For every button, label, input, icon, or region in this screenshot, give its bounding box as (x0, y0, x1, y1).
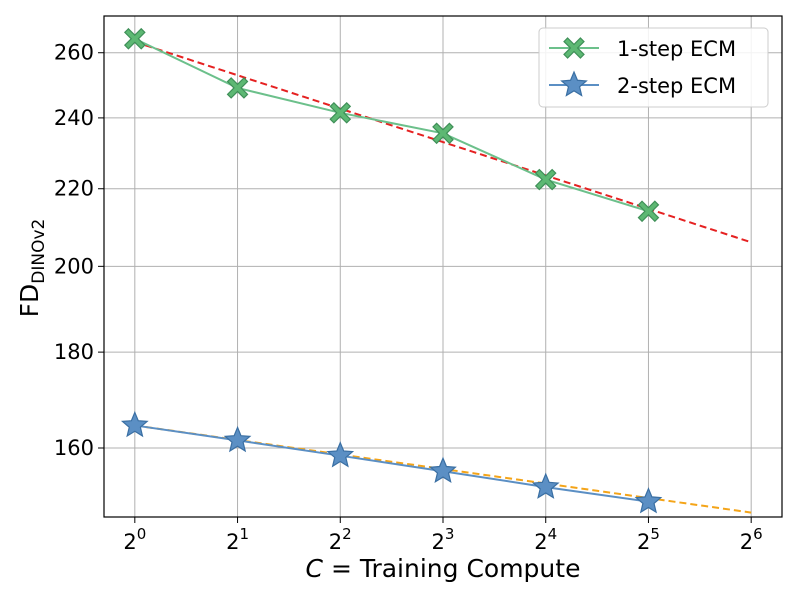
x-marker (432, 122, 454, 145)
y-tick-label: 260 (54, 41, 94, 65)
x-marker (123, 27, 146, 50)
x-tick-base: 2 (123, 530, 136, 554)
x-marker (329, 101, 352, 124)
x-tick-base: 2 (534, 530, 547, 554)
x-marker (563, 37, 585, 59)
x-tick-exponent: 3 (445, 525, 455, 543)
x-tick-exponent: 6 (753, 525, 763, 543)
star-marker (223, 425, 252, 453)
y-axis-label-sub: DINOv2 (29, 219, 49, 284)
x-axis-label: C = Training Compute (306, 554, 581, 583)
y-tick-label: 160 (54, 436, 94, 460)
y-axis-label: FDDINOv2 (15, 219, 49, 318)
x-tick-base: 2 (329, 530, 342, 554)
y-tick-label: 240 (54, 106, 94, 130)
x-tick-exponent: 5 (650, 525, 660, 543)
x-ticks: 20 21 22 23 24 25 26 (123, 517, 763, 554)
x-tick-label: 22 (329, 525, 352, 554)
x-axis-label-rest: = Training Compute (323, 554, 580, 583)
x-tick-label: 24 (534, 525, 557, 554)
x-tick-exponent: 1 (239, 525, 249, 543)
x-tick-exponent: 0 (137, 525, 147, 543)
x-tick-label: 21 (226, 525, 249, 554)
legend-label: 2-step ECM (617, 74, 736, 98)
x-tick-base: 2 (432, 530, 445, 554)
y-axis-label-main: FD (15, 284, 44, 318)
star-marker (531, 472, 560, 499)
y-tick-label: 180 (54, 340, 94, 364)
x-tick-label: 26 (740, 525, 763, 554)
star-marker (429, 456, 457, 484)
x-tick-base: 2 (740, 530, 753, 554)
y-ticks: 160 180 200 220 240 260 (54, 41, 104, 460)
x-tick-label: 23 (432, 525, 455, 554)
star-marker (326, 441, 355, 468)
star-marker (120, 410, 149, 438)
x-marker (226, 77, 249, 99)
y-tick-label: 220 (54, 177, 94, 201)
series-line (134, 424, 649, 503)
legend: 1-step ECM 2-step ECM (538, 27, 769, 108)
x-tick-base: 2 (637, 530, 650, 554)
x-tick-label: 20 (123, 525, 146, 554)
star-marker (560, 70, 588, 97)
legend-label: 1-step ECM (617, 37, 736, 61)
y-tick-label: 200 (54, 254, 94, 278)
x-marker (637, 200, 660, 223)
series-layer (120, 27, 663, 514)
x-tick-label: 25 (637, 525, 660, 554)
star-marker (634, 487, 663, 514)
series-line (134, 37, 649, 213)
x-tick-exponent: 4 (548, 525, 558, 543)
x-tick-exponent: 2 (342, 525, 352, 543)
x-marker (534, 168, 557, 191)
x-tick-base: 2 (226, 530, 239, 554)
x-axis-label-var: C (306, 554, 324, 583)
